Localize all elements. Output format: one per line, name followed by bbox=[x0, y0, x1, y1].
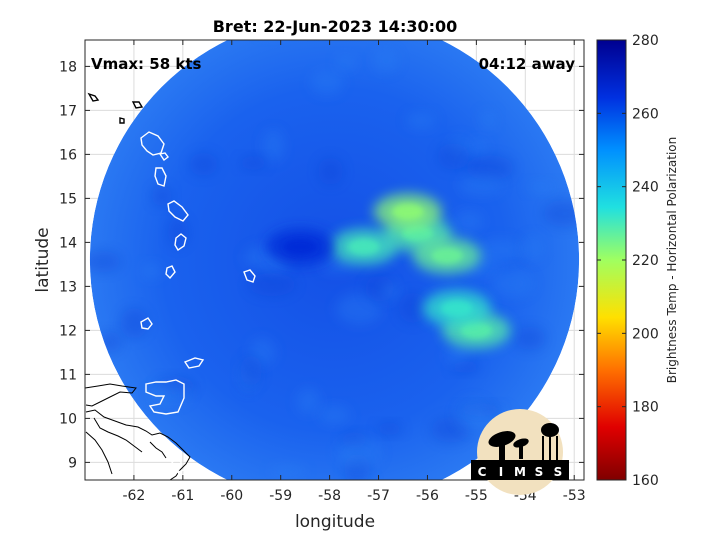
feature-core-eye-cool bbox=[284, 238, 317, 255]
y-tick-label: 12 bbox=[59, 323, 77, 339]
y-tick-label: 13 bbox=[59, 279, 77, 295]
y-tick-label: 11 bbox=[59, 367, 77, 383]
texture-blotch bbox=[373, 48, 399, 73]
y-tick-label: 15 bbox=[59, 191, 77, 207]
colorbar-label: Brightness Temp - Horizontal Polarizatio… bbox=[665, 137, 679, 384]
logo-letter: S bbox=[554, 465, 563, 479]
x-axis: -62 -61 -60 -59 -58 -57 -56 -55 -54 -53 bbox=[122, 40, 586, 504]
texture-blotch bbox=[477, 238, 522, 263]
logo-satellite-dish-icon bbox=[488, 431, 529, 460]
feature-core-rainband-south bbox=[460, 322, 493, 339]
texture-blotch bbox=[490, 269, 534, 299]
y-tick-label: 17 bbox=[59, 103, 77, 119]
texture-blotch bbox=[455, 399, 491, 431]
texture-blotch bbox=[446, 345, 470, 366]
x-tick-label: -60 bbox=[220, 488, 243, 504]
colorbar: 160 180 200 220 240 260 280 Brightness Temp - … bbox=[596, 33, 679, 489]
texture-blotch bbox=[399, 292, 428, 324]
y-tick-label: 18 bbox=[59, 59, 77, 75]
island-outlines bbox=[87, 92, 256, 477]
texture-blotch bbox=[479, 110, 497, 130]
x-tick-label: -61 bbox=[171, 488, 194, 504]
texture-blotch bbox=[318, 157, 343, 185]
chart-title: Bret: 22-Jun-2023 14:30:00 bbox=[213, 17, 458, 36]
plot-frame bbox=[84, 39, 585, 481]
texture-blotch bbox=[406, 111, 437, 130]
texture-blotch bbox=[151, 186, 172, 206]
texture-blotch bbox=[376, 422, 403, 436]
x-tick-label: -53 bbox=[563, 488, 586, 504]
texture-blotch bbox=[141, 262, 162, 280]
x-tick-label: -59 bbox=[269, 488, 292, 504]
feature-core-rainband-west bbox=[347, 238, 380, 255]
texture-blotch bbox=[269, 464, 307, 478]
logo-letter: C bbox=[478, 465, 487, 479]
texture-blotch bbox=[296, 387, 321, 415]
texture-blotch bbox=[320, 259, 357, 274]
texture-blotch bbox=[522, 235, 544, 261]
colorbar-tick-label: 280 bbox=[632, 33, 659, 49]
colorbar-tick-label: 220 bbox=[632, 253, 659, 269]
texture-blotch bbox=[465, 155, 514, 181]
texture-blotch bbox=[437, 143, 470, 170]
texture-blotch bbox=[335, 54, 356, 71]
feature-core-rainband-southwest bbox=[440, 300, 473, 317]
time-away-annotation: 04:12 away bbox=[479, 55, 576, 73]
texture-blotch bbox=[89, 251, 121, 273]
texture-blotch bbox=[335, 293, 383, 325]
feature-core-rainband-north bbox=[391, 203, 424, 220]
logo-letter: M bbox=[514, 465, 526, 479]
feature-core-rainband-east bbox=[431, 247, 464, 264]
logo-letter: I bbox=[499, 465, 503, 479]
texture-blotch bbox=[453, 210, 484, 233]
texture-blotch bbox=[526, 180, 556, 194]
y-axis-label: latitude bbox=[33, 227, 53, 292]
x-tick-label: -57 bbox=[367, 488, 390, 504]
microwave-swath bbox=[89, 40, 580, 480]
x-tick-label: -56 bbox=[416, 488, 439, 504]
rainband-features bbox=[266, 193, 511, 349]
texture-blotch bbox=[120, 307, 148, 339]
logo-letter: S bbox=[535, 465, 544, 479]
colorbar-tick-label: 180 bbox=[632, 400, 659, 416]
y-tick-label: 10 bbox=[59, 411, 77, 427]
colorbar-ticks: 160 180 200 220 240 260 280 bbox=[597, 33, 659, 489]
texture-blotch bbox=[310, 70, 344, 95]
colorbar-tick-label: 240 bbox=[632, 180, 659, 196]
coastline-south-america bbox=[85, 383, 191, 480]
texture-blotch bbox=[514, 326, 546, 350]
vmax-annotation: Vmax: 58 kts bbox=[91, 55, 201, 73]
texture-blotch bbox=[189, 152, 218, 176]
x-axis-label: longitude bbox=[295, 512, 375, 532]
texture-blotch bbox=[240, 355, 262, 386]
texture-blotch bbox=[168, 217, 189, 248]
texture-blotch bbox=[336, 436, 382, 468]
y-tick-label: 14 bbox=[59, 235, 77, 251]
x-tick-label: -55 bbox=[465, 488, 488, 504]
colorbar-tick-label: 160 bbox=[632, 473, 659, 489]
y-tick-label: 16 bbox=[59, 147, 77, 163]
texture-blotch bbox=[239, 156, 268, 170]
x-tick-label: -58 bbox=[318, 488, 341, 504]
texture-blotch bbox=[379, 282, 401, 301]
texture-blotch bbox=[248, 273, 296, 297]
logo-banner bbox=[471, 460, 569, 480]
logo-water-tower-icon bbox=[541, 423, 559, 460]
texture-blotch bbox=[317, 405, 351, 425]
y-tick-label: 9 bbox=[68, 455, 77, 471]
y-axis: 9 10 11 12 13 14 15 16 17 18 bbox=[59, 59, 584, 471]
texture-blotch bbox=[458, 174, 503, 196]
texture-blotch bbox=[470, 138, 489, 154]
colorbar-gradient bbox=[596, 39, 627, 481]
colorbar-tick-label: 260 bbox=[632, 106, 659, 122]
colorbar-tick-label: 200 bbox=[632, 326, 659, 342]
texture-blotch bbox=[262, 129, 285, 162]
x-tick-label: -62 bbox=[122, 488, 145, 504]
feature-core-rainband-main bbox=[401, 225, 434, 242]
